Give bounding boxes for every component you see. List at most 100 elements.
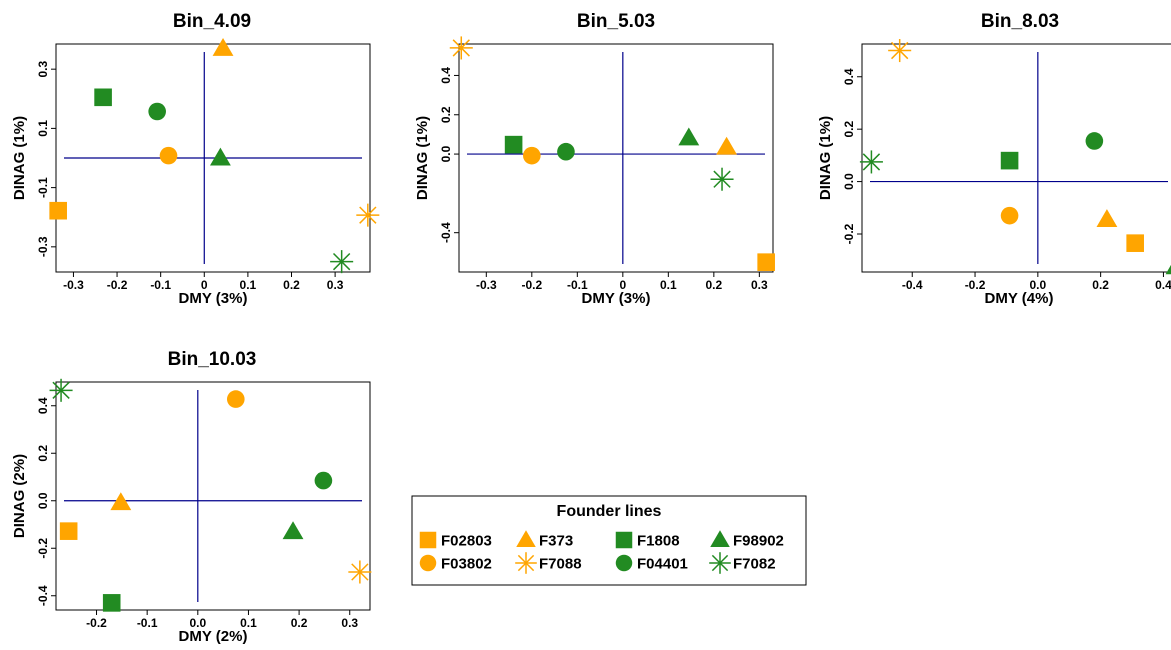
data-point-f98902 [678, 127, 700, 146]
y-axis-label: DINAG (1%) [414, 116, 431, 200]
data-point-f7088 [888, 39, 912, 63]
data-point-f7088 [348, 560, 372, 584]
data-point-f02803 [49, 201, 67, 220]
data-point-f98902 [282, 521, 304, 540]
x-tick-label: -0.2 [521, 278, 542, 292]
plot-frame [861, 43, 1171, 273]
legend-marker-f7088 [515, 552, 537, 574]
y-tick-label: 0.4 [36, 397, 50, 414]
y-tick-label: 0.0 [439, 145, 453, 162]
x-tick-label: 0.1 [660, 278, 677, 292]
legend-marker-f98902 [710, 530, 730, 547]
y-tick-label: 0.4 [439, 67, 453, 84]
data-point-f7082 [330, 250, 354, 274]
legend-title: Founder lines [557, 503, 662, 520]
legend-label: F98902 [733, 533, 784, 550]
data-point-f98902 [209, 147, 231, 166]
data-point-f03802 [159, 146, 178, 165]
legend-label: F1808 [637, 533, 680, 550]
data-point-f04401 [148, 102, 166, 121]
legend-frame [411, 495, 807, 586]
panel-2: Bin_5.03 -0.3 -0.2 -0.1 0 0.1 0.2 0.3 -0.4 0.0 0.2… [414, 11, 775, 307]
legend-marker-f7082 [709, 552, 731, 574]
legend-marker-f373 [516, 530, 536, 547]
y-tick-label: 0.2 [842, 121, 856, 138]
data-point-f373 [212, 38, 234, 56]
panel-1: Bin_4.09 -0.3 -0.2 -0.1 0 0.1 0.2 0.3 -0.3 -0.1 0.… [11, 11, 380, 307]
x-tick-label: 0 [619, 278, 626, 292]
y-tick-label: -0.4 [439, 222, 453, 243]
data-point-f373 [1096, 209, 1118, 228]
legend-label: F7088 [539, 556, 582, 573]
y-tick-label: 0.2 [36, 445, 50, 462]
x-axis-label: DMY (4%) [985, 290, 1054, 307]
x-tick-label: 0.3 [327, 278, 344, 292]
data-point-f373 [716, 136, 737, 155]
plot-frame [55, 43, 371, 273]
y-tick-label: 0.2 [439, 106, 453, 123]
x-tick-label: 0.0 [189, 616, 206, 630]
data-point-f7082 [859, 150, 883, 174]
y-tick-label: 0.4 [842, 68, 856, 85]
data-point-f1808 [504, 135, 523, 154]
plot-frame [55, 381, 371, 611]
x-tick-label: 0.3 [751, 278, 768, 292]
data-point-f7082 [49, 378, 73, 402]
x-tick-label: 0.3 [341, 616, 358, 630]
legend-label: F373 [539, 533, 573, 550]
x-tick-label: -0.2 [965, 278, 986, 292]
y-tick-label: 0.0 [36, 492, 50, 509]
data-point-f02803 [1126, 234, 1144, 252]
x-tick-label: 0.2 [291, 616, 308, 630]
x-tick-label: 0.2 [705, 278, 722, 292]
legend-marker-f04401 [615, 554, 633, 572]
data-point-f03802 [523, 146, 541, 165]
data-point-f1808 [102, 594, 121, 612]
x-tick-label: -0.1 [567, 278, 588, 292]
y-tick-label: -0.1 [36, 177, 50, 198]
chart-title: Bin_8.03 [981, 11, 1059, 32]
plot-frame [458, 43, 774, 273]
panel-4: Bin_10.03 -0.2 -0.1 0.0 0.1 0.2 0.3 -0.4 -0.2 0.0… [11, 349, 372, 645]
data-point-f98902 [1165, 264, 1171, 275]
data-point-f1808 [94, 88, 112, 107]
data-point-f04401 [557, 142, 575, 161]
data-point-f03802 [226, 390, 245, 408]
data-point-f04401 [1085, 132, 1104, 150]
x-tick-label: -0.2 [107, 278, 128, 292]
panel-3: Bin_8.03 -0.4 -0.2 0.0 0.2 0.4 -0.2 0.0 0.2 0.4 DM… [817, 11, 1171, 307]
x-tick-label: -0.2 [86, 616, 107, 630]
y-tick-label: -0.2 [36, 538, 50, 559]
x-tick-label: 0.1 [240, 278, 257, 292]
y-axis-label: DINAG (1%) [817, 116, 834, 200]
data-point-f02803 [757, 253, 775, 271]
data-point-f7088 [449, 36, 473, 60]
legend-label: F7082 [733, 556, 776, 573]
x-tick-label: -0.4 [902, 278, 923, 292]
chart-title: Bin_4.09 [173, 11, 251, 32]
legend-marker-f02803 [419, 531, 437, 549]
data-point-f1808 [1000, 151, 1019, 170]
data-point-f03802 [1000, 206, 1019, 225]
x-tick-label: -0.1 [137, 616, 158, 630]
legend-label: F04401 [637, 556, 688, 573]
x-tick-label: 0.4 [1155, 278, 1171, 292]
x-axis-label: DMY (3%) [582, 290, 651, 307]
x-axis-label: DMY (2%) [179, 628, 248, 645]
y-tick-label: -0.3 [36, 236, 50, 257]
chart-title: Bin_5.03 [577, 11, 655, 32]
legend-marker-f03802 [419, 554, 437, 572]
legend: Founder lines F02803 F03802 F373 F7088 F1808 F… [411, 495, 807, 586]
y-tick-label: -0.2 [842, 223, 856, 244]
x-tick-label: -0.3 [63, 278, 84, 292]
y-tick-label: 0.1 [36, 120, 50, 137]
x-axis-label: DMY (3%) [179, 290, 248, 307]
x-tick-label: 0 [201, 278, 208, 292]
chart-title: Bin_10.03 [168, 349, 257, 370]
legend-label: F02803 [441, 533, 492, 550]
x-tick-label: -0.3 [476, 278, 497, 292]
y-tick-label: 0.0 [842, 173, 856, 190]
y-tick-label: -0.4 [36, 585, 50, 606]
data-point-f7088 [356, 203, 380, 227]
